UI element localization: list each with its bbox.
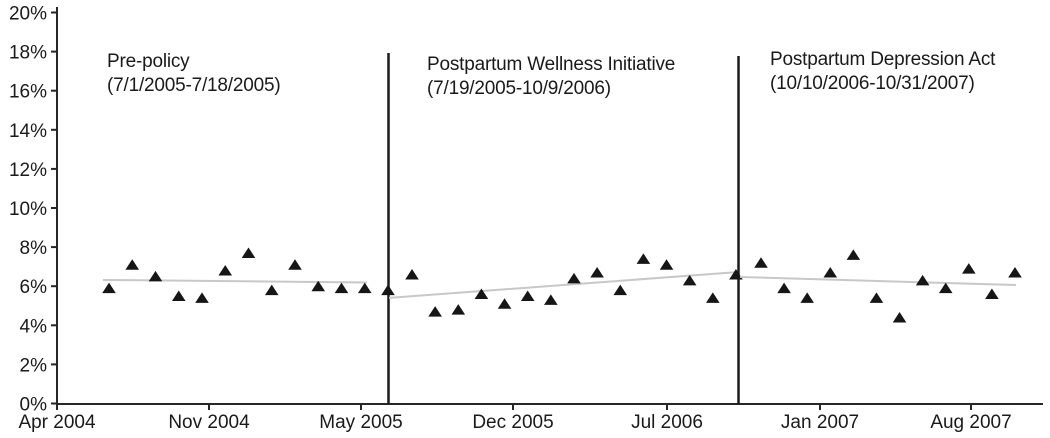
section-wellness-initiative-title: Postpartum Wellness Initiative: [427, 54, 676, 75]
data-point-marker: [102, 282, 116, 294]
y-axis-tick-label: 0%: [20, 395, 48, 416]
y-axis-tick-label: 4%: [20, 316, 48, 337]
data-point-marker: [520, 290, 535, 301]
section-depression-act-title: Postpartum Depression Act: [770, 49, 996, 70]
y-axis-tick-label: 6%: [20, 277, 48, 298]
trend-line: [739, 276, 1017, 287]
data-point-marker: [288, 259, 302, 270]
y-axis-tick-label: 12%: [9, 160, 47, 181]
data-point-marker: [846, 249, 861, 260]
x-axis-tick-label: Dec 2005: [472, 412, 553, 433]
data-point-marker: [915, 274, 930, 286]
data-point-marker: [405, 268, 419, 280]
data-point-marker: [754, 257, 768, 268]
y-axis-tick-label: 16%: [9, 82, 47, 103]
data-point-marker: [171, 290, 186, 301]
data-point-marker: [659, 259, 674, 270]
section-depression-act-dates: (10/10/2006-10/31/2007): [770, 73, 975, 94]
data-point-marker: [544, 294, 558, 305]
data-point-marker: [590, 267, 604, 278]
x-axis-tick-label: Nov 2004: [168, 412, 250, 433]
data-point-marker: [636, 253, 651, 264]
trend-line: [388, 271, 738, 299]
data-point-marker: [428, 306, 442, 317]
data-point-marker: [962, 263, 976, 274]
data-point-marker: [682, 274, 697, 286]
section-pre-policy-dates: (7/1/2005-7/18/2005): [107, 75, 281, 96]
data-point-marker: [381, 284, 395, 296]
trend-line: [102, 278, 368, 284]
data-point-marker: [729, 268, 743, 280]
x-axis-tick-label: Aug 2007: [930, 412, 1011, 433]
section-wellness-initiative-dates: (7/19/2005-10/9/2006): [427, 78, 611, 99]
data-point-marker: [311, 280, 326, 292]
data-point-marker: [497, 298, 512, 309]
data-point-marker: [474, 288, 489, 300]
y-axis-tick-label: 18%: [9, 43, 47, 64]
data-point-marker: [567, 272, 581, 284]
section-label-wellness-initiative: Postpartum Wellness Initiative (7/19/200…: [427, 53, 675, 101]
data-point-marker: [195, 292, 209, 303]
y-axis-tick-label: 20%: [9, 4, 47, 25]
data-point-marker: [892, 311, 907, 323]
data-point-marker: [241, 247, 256, 258]
x-axis-tick-label: Apr 2004: [18, 412, 96, 433]
data-point-marker: [1008, 267, 1022, 278]
data-point-marker: [938, 282, 953, 294]
y-axis-tick-label: 10%: [9, 199, 47, 220]
data-point-marker: [148, 270, 163, 282]
section-label-pre-policy: Pre-policy (7/1/2005-7/18/2005): [107, 50, 281, 98]
data-point-marker: [125, 259, 140, 270]
data-point-marker: [706, 292, 720, 303]
y-axis-tick-label: 2%: [20, 355, 48, 376]
x-axis-tick-label: May 2005: [319, 412, 402, 433]
data-point-marker: [264, 284, 279, 296]
section-label-depression-act: Postpartum Depression Act (10/10/2006-10…: [770, 48, 995, 96]
data-point-marker: [800, 292, 814, 303]
data-point-marker: [451, 304, 466, 315]
x-axis-tick-label: Jan 2007: [781, 412, 859, 433]
y-axis-tick-label: 8%: [20, 238, 48, 259]
y-axis-tick-label: 14%: [9, 121, 47, 142]
data-point-marker: [613, 284, 628, 296]
section-pre-policy-title: Pre-policy: [107, 51, 190, 72]
data-point-marker: [357, 282, 372, 294]
data-point-marker: [777, 282, 791, 294]
data-point-marker: [869, 292, 884, 303]
x-axis-tick-label: Jul 2006: [631, 412, 703, 433]
data-point-marker: [218, 265, 233, 276]
data-point-marker: [334, 282, 349, 294]
data-point-marker: [985, 288, 999, 300]
data-point-marker: [823, 267, 838, 278]
